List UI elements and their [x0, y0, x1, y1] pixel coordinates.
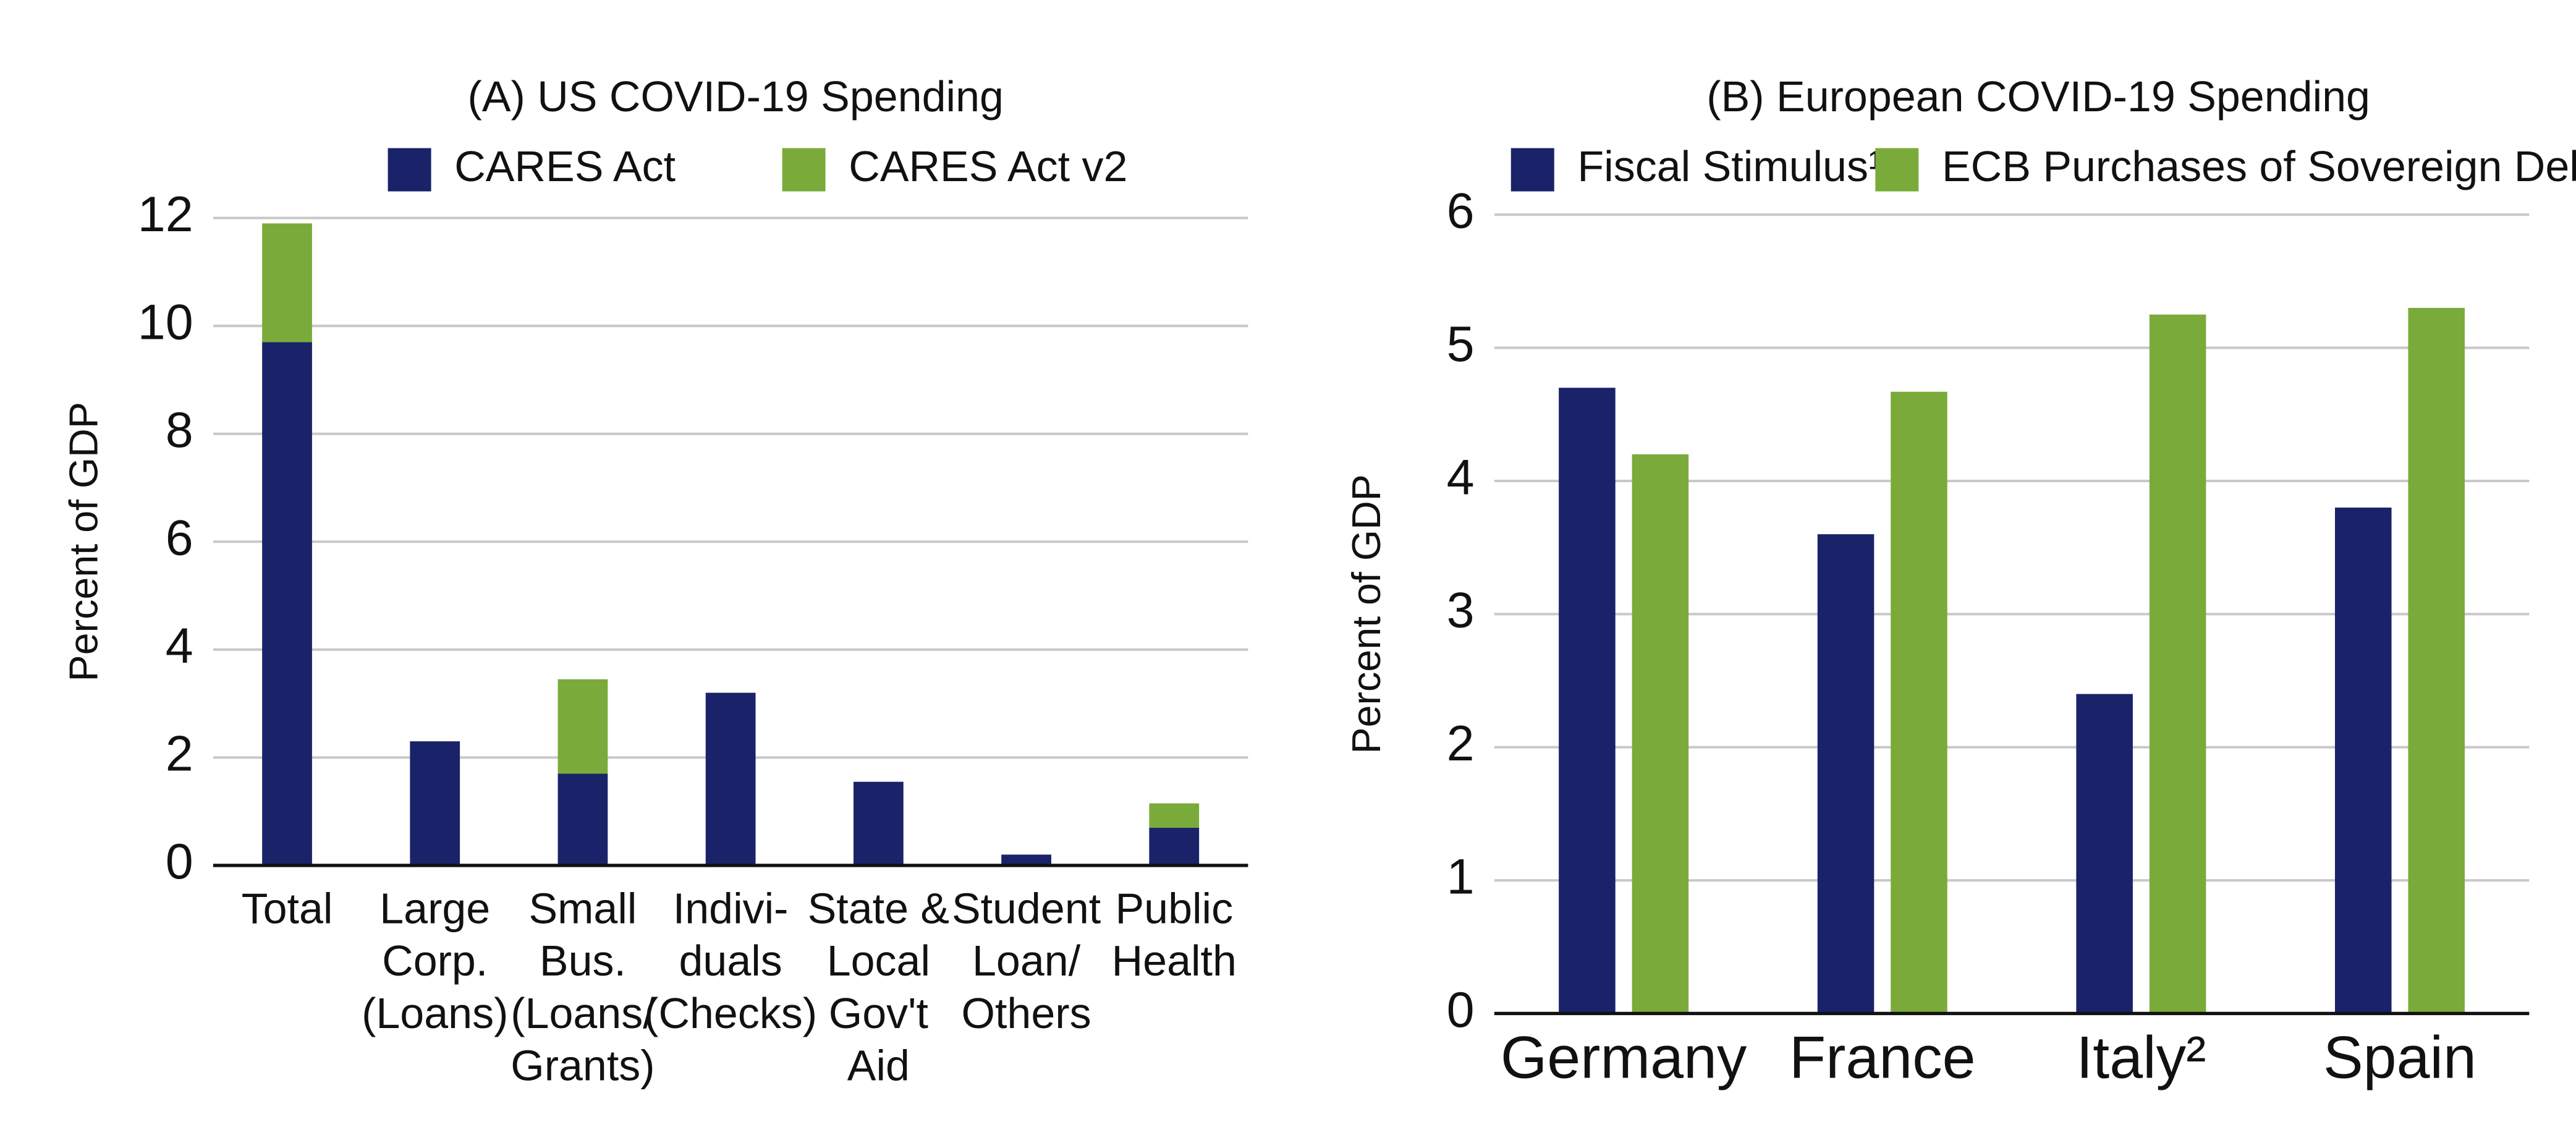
x-tick-label-line: Grants)	[511, 1042, 655, 1090]
x-tick-label-line: Student	[952, 885, 1101, 933]
x-tick-label-line: Corp.	[382, 937, 488, 985]
x-tick-label: State & Local Gov't Aid	[808, 885, 950, 1090]
legend-swatch	[1875, 148, 1919, 192]
bar	[410, 741, 460, 865]
x-tick-label: Indivi-duals (Checks)	[644, 885, 817, 1038]
legend-swatch	[782, 148, 826, 192]
y-tick-label: 12	[138, 187, 193, 242]
bar	[2149, 314, 2206, 1014]
y-tick-label: 4	[1447, 449, 1475, 505]
legend-swatch	[388, 148, 431, 192]
x-tick-label-line: Others	[962, 989, 1091, 1037]
x-tick-label-line: Spain	[2323, 1023, 2476, 1090]
y-tick-label: 0	[1447, 982, 1475, 1038]
legend-label: CARES Act	[454, 142, 676, 190]
x-tick-label: Large Corp. (Loans)	[362, 885, 508, 1038]
bar	[853, 781, 904, 865]
x-tick-label-line: (Loans/	[511, 989, 655, 1037]
x-tick-label-line: Large	[379, 885, 490, 933]
x-tick-label-line: Indivi-	[673, 885, 789, 933]
x-tick-label-line: Health	[1112, 937, 1237, 985]
x-tick-label-line: State &	[808, 885, 950, 933]
x-tick-label-line: Aid	[847, 1042, 910, 1090]
x-tick-label-line: Loan/	[972, 937, 1081, 985]
x-tick-label-line: Public	[1115, 885, 1233, 933]
chart-title: (A) US COVID-19 Spending	[468, 72, 1004, 121]
bar	[1149, 803, 1200, 828]
y-tick-label: 1	[1447, 849, 1475, 904]
bar	[1891, 391, 1947, 1014]
bar	[262, 223, 312, 342]
x-tick-label: Italy²	[2076, 1023, 2206, 1090]
x-tick-label: Germany	[1501, 1023, 1747, 1090]
x-tick-label-line: Total	[242, 885, 333, 933]
y-tick-label: 0	[166, 834, 193, 890]
x-tick-label-line: Germany	[1501, 1023, 1747, 1090]
bar	[262, 342, 312, 865]
x-tick-label: Public Health	[1112, 885, 1237, 985]
y-tick-label: 4	[166, 618, 193, 674]
x-tick-label-line: Bus.	[540, 937, 626, 985]
y-tick-label: 3	[1447, 583, 1475, 639]
bar	[705, 692, 756, 865]
y-tick-label: 6	[166, 511, 193, 566]
x-tick-label: Student Loan/Others	[952, 885, 1101, 1038]
chart-title: (B) European COVID-19 Spending	[1706, 72, 2370, 121]
y-axis-label: Percent of GDP	[1344, 474, 1389, 754]
x-tick-label-line: (Loans)	[362, 989, 508, 1037]
bar	[1149, 827, 1200, 865]
legend-label: Fiscal Stimulus¹	[1577, 142, 1883, 190]
y-tick-label: 10	[138, 295, 193, 351]
bar	[1817, 534, 1875, 1014]
legend-swatch	[1510, 148, 1554, 192]
x-tick-label: Total	[242, 885, 333, 933]
x-tick-label: France	[1789, 1023, 1976, 1090]
legend-label: CARES Act v2	[849, 142, 1127, 190]
bar	[1632, 454, 1689, 1014]
bar	[2076, 694, 2133, 1014]
y-tick-label: 5	[1447, 317, 1475, 372]
bar	[557, 773, 608, 865]
x-tick-label-line: Small	[528, 885, 637, 933]
y-axis-label: Percent of GDP	[61, 402, 106, 681]
x-tick-label-line: duals	[679, 937, 782, 985]
x-tick-label-line: Local	[827, 937, 930, 985]
x-tick-label: Small Bus. (Loans/Grants)	[511, 885, 655, 1090]
legend-label: ECB Purchases of Sovereign Debt³	[1942, 142, 2576, 190]
bar	[557, 679, 608, 774]
y-tick-label: 2	[166, 726, 193, 782]
y-tick-label: 8	[166, 402, 193, 458]
bar	[2334, 508, 2392, 1014]
x-tick-label: Spain	[2323, 1023, 2476, 1090]
bar	[2408, 308, 2465, 1014]
x-tick-label-line: Gov't	[829, 989, 928, 1037]
x-tick-label-line: Italy²	[2076, 1023, 2206, 1090]
bar	[1559, 388, 1616, 1014]
y-tick-label: 6	[1447, 184, 1475, 239]
y-tick-label: 2	[1447, 716, 1475, 772]
x-tick-label-line: (Checks)	[644, 989, 817, 1037]
x-tick-label-line: France	[1789, 1023, 1976, 1090]
bar	[1001, 854, 1051, 865]
